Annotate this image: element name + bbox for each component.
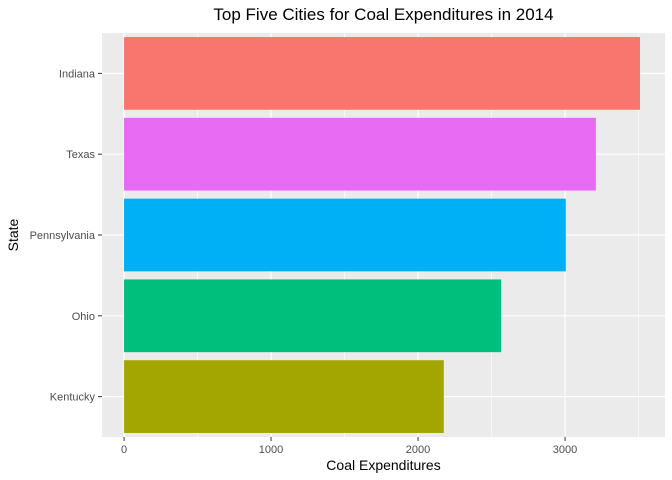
- y-tick-label-kentucky: Kentucky: [50, 392, 96, 404]
- bar-pennsylvania: [124, 198, 566, 272]
- y-axis-ticks: Indiana Texas Pennsylvania Ohio Kentucky: [30, 68, 102, 404]
- x-tick-label-2: 2000: [406, 444, 430, 456]
- x-tick-label-0: 0: [121, 444, 127, 456]
- chart-title: Top Five Cities for Coal Expenditures in…: [213, 5, 553, 24]
- y-tick-label-ohio: Ohio: [72, 311, 95, 323]
- bar-indiana: [124, 37, 641, 110]
- x-tick-label-3: 3000: [553, 444, 577, 456]
- y-tick-label-pennsylvania: Pennsylvania: [30, 230, 96, 242]
- x-tick-label-1: 1000: [259, 444, 283, 456]
- bar-kentucky: [124, 360, 444, 433]
- y-tick-label-texas: Texas: [66, 149, 95, 161]
- bar-ohio: [124, 279, 502, 353]
- y-axis-title: State: [5, 218, 21, 251]
- x-axis-title: Coal Expenditures: [326, 457, 440, 473]
- y-tick-label-indiana: Indiana: [59, 68, 96, 80]
- x-axis-ticks: 0 1000 2000 3000: [121, 437, 577, 456]
- bar-texas: [124, 117, 596, 191]
- bars: [124, 37, 641, 433]
